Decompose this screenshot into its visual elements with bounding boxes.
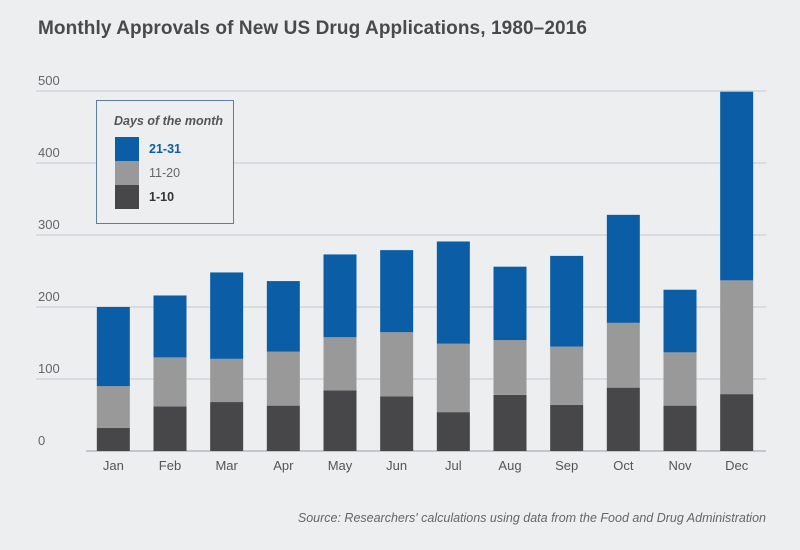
x-tick-label-sep: Sep	[555, 458, 578, 473]
bar-oct-1-10	[606, 387, 640, 451]
bar-jan-21-31	[96, 307, 130, 387]
y-tick-label-0: 0	[38, 433, 45, 448]
bar-sep-1-10	[550, 404, 584, 451]
bar-mar-11-20	[210, 358, 244, 403]
bar-oct-21-31	[606, 214, 640, 323]
legend-label-1-10: 1-10	[149, 190, 175, 204]
legend-swatch-21-31	[115, 137, 139, 161]
x-tick-label-may: May	[328, 458, 353, 473]
bar-dec-1-10	[720, 394, 754, 451]
legend-item-1-10: 1-10	[115, 185, 225, 209]
source-note: Source: Researchers' calculations using …	[297, 511, 766, 525]
bar-jul-11-20	[436, 343, 470, 413]
y-tick-label-400: 400	[38, 145, 60, 160]
bar-apr-21-31	[266, 281, 300, 352]
bar-jun-21-31	[380, 250, 414, 333]
y-tick-label-500: 500	[38, 73, 60, 88]
bar-aug-1-10	[493, 394, 527, 451]
legend-swatch-1-10	[115, 185, 139, 209]
bar-jan-1-10	[96, 427, 130, 451]
bar-mar-1-10	[210, 402, 244, 451]
x-tick-label-oct: Oct	[613, 458, 634, 473]
bar-apr-11-20	[266, 351, 300, 406]
bar-dec-21-31	[720, 91, 754, 281]
chart-title: Monthly Approvals of New US Drug Applica…	[38, 18, 587, 39]
legend-label-21-31: 21-31	[149, 142, 181, 156]
bar-sep-21-31	[550, 255, 584, 347]
bar-apr-1-10	[266, 405, 300, 451]
x-tick-label-jun: Jun	[386, 458, 407, 473]
bar-nov-1-10	[663, 405, 697, 451]
bar-jul-1-10	[436, 412, 470, 451]
bar-aug-21-31	[493, 266, 527, 341]
bar-nov-11-20	[663, 352, 697, 406]
x-tick-label-aug: Aug	[498, 458, 521, 473]
x-tick-label-jan: Jan	[103, 458, 124, 473]
bar-oct-11-20	[606, 322, 640, 388]
bar-nov-21-31	[663, 289, 697, 353]
bar-jul-21-31	[436, 241, 470, 344]
bar-may-21-31	[323, 254, 357, 338]
y-tick-label-300: 300	[38, 217, 60, 232]
bar-jun-1-10	[380, 396, 414, 451]
y-tick-label-200: 200	[38, 289, 60, 304]
legend-item-11-20: 11-20	[115, 161, 225, 185]
x-tick-label-nov: Nov	[668, 458, 692, 473]
x-tick-label-feb: Feb	[159, 458, 181, 473]
bar-feb-11-20	[153, 357, 187, 407]
bar-jan-11-20	[96, 386, 130, 428]
x-tick-label-dec: Dec	[725, 458, 749, 473]
bar-feb-1-10	[153, 406, 187, 451]
bar-dec-11-20	[720, 280, 754, 395]
legend-swatch-11-20	[115, 161, 139, 185]
legend-title: Days of the month	[114, 114, 224, 128]
bar-may-11-20	[323, 337, 357, 391]
x-tick-label-apr: Apr	[273, 458, 294, 473]
bar-may-1-10	[323, 390, 357, 451]
y-tick-label-100: 100	[38, 361, 60, 376]
legend-item-21-31: 21-31	[115, 137, 225, 161]
bar-sep-11-20	[550, 346, 584, 405]
x-tick-label-mar: Mar	[215, 458, 238, 473]
bar-feb-21-31	[153, 295, 187, 358]
legend-label-11-20: 11-20	[149, 166, 181, 180]
bar-mar-21-31	[210, 272, 244, 359]
x-tick-label-jul: Jul	[445, 458, 462, 473]
legend: Days of the month 21-31 11-20 1-10	[96, 100, 234, 224]
bar-aug-11-20	[493, 340, 527, 395]
bar-jun-11-20	[380, 332, 414, 397]
